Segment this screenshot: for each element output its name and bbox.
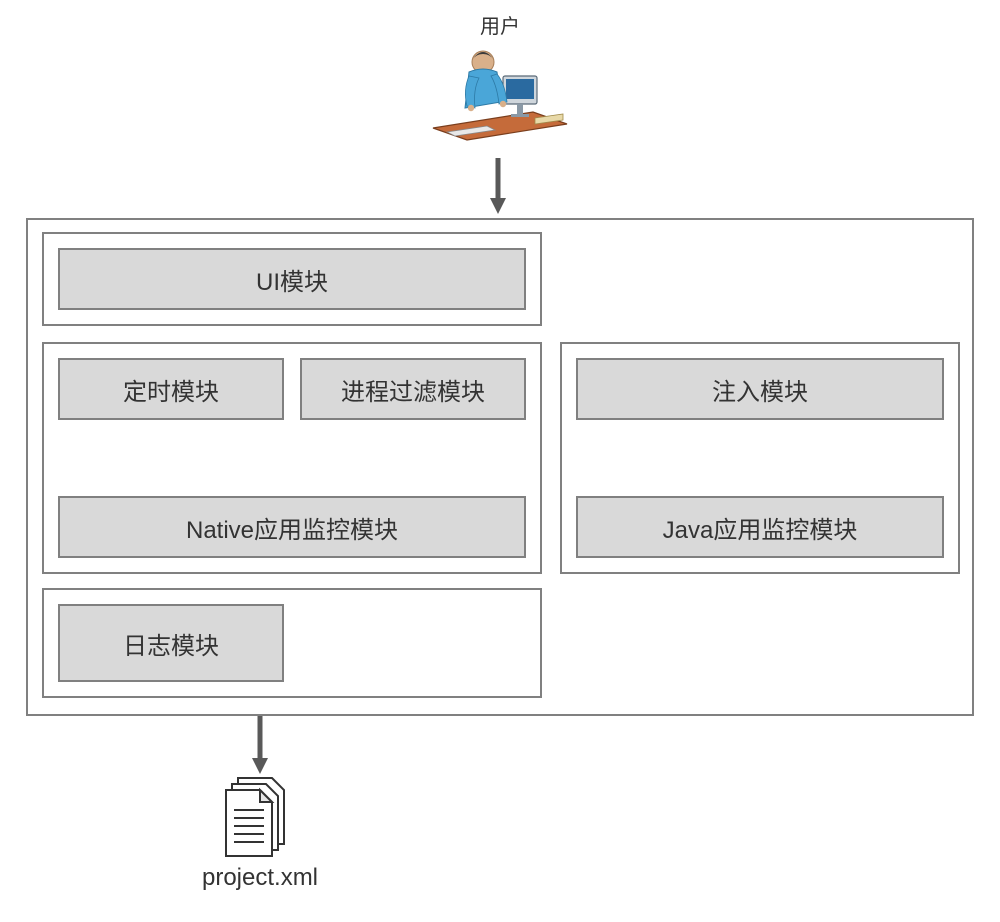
module-label: Native应用监控模块 [186, 510, 398, 545]
arrow-system-to-file [250, 716, 270, 774]
diagram-canvas: 用户 [0, 0, 1000, 922]
module-label: Java应用监控模块 [663, 510, 858, 545]
user-at-desk-icon [425, 40, 575, 150]
module-native-monitor: Native应用监控模块 [58, 496, 526, 558]
module-label: 定时模块 [123, 372, 219, 407]
document-stack-icon [222, 774, 298, 858]
module-timer: 定时模块 [58, 358, 284, 420]
module-ui: UI模块 [58, 248, 526, 310]
module-label: 注入模块 [712, 372, 808, 407]
module-process-filter: 进程过滤模块 [300, 358, 526, 420]
module-log: 日志模块 [58, 604, 284, 682]
module-label: 进程过滤模块 [341, 372, 485, 407]
module-java-monitor: Java应用监控模块 [576, 496, 944, 558]
user-label: 用户 [472, 10, 528, 39]
arrow-user-to-system [488, 158, 508, 214]
module-label: 日志模块 [123, 626, 219, 661]
module-label: UI模块 [256, 262, 328, 297]
module-inject: 注入模块 [576, 358, 944, 420]
output-file-label: project.xml [180, 864, 340, 892]
